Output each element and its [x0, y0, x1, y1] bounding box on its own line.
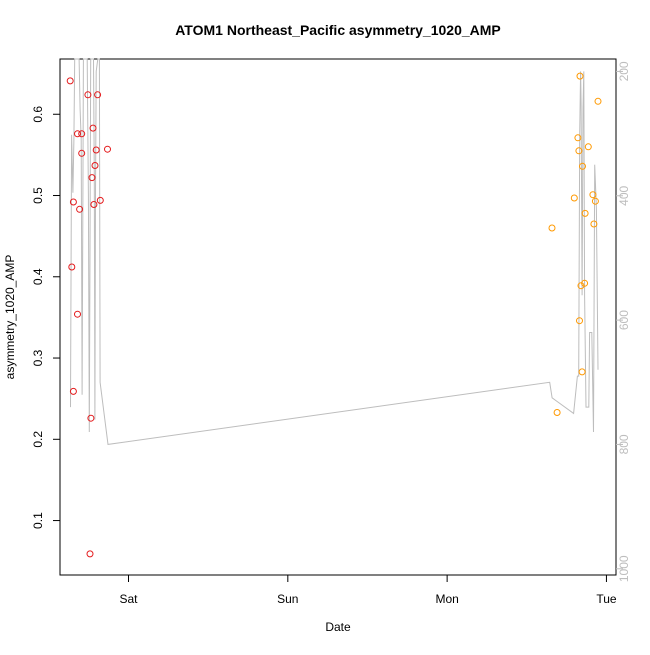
chart-title: ATOM1 Northeast_Pacific asymmetry_1020_A…: [175, 22, 501, 38]
data-point: [89, 124, 97, 132]
y-tick-label: 0.5: [31, 187, 45, 204]
x-tick-label: Sun: [277, 592, 298, 606]
data-point: [69, 198, 77, 206]
y2-tick-label: 800: [617, 434, 631, 454]
data-point: [78, 149, 86, 157]
y-axis-title: asymmetry_1020_AMP: [3, 255, 17, 380]
data-point: [581, 209, 589, 217]
data-point: [594, 97, 602, 105]
data-point: [581, 279, 589, 287]
data-point: [570, 194, 578, 202]
data-point: [576, 317, 583, 325]
data-point: [68, 263, 76, 271]
data-point: [96, 196, 104, 204]
y2-tick-label: 600: [617, 310, 631, 330]
x-axis-title: Date: [325, 620, 351, 634]
data-point: [90, 201, 98, 208]
data-point: [576, 72, 584, 80]
y-axis: 0.1 0.2 0.3 0.4 0.5 0.6: [31, 106, 60, 529]
data-point: [589, 191, 597, 199]
data-point: [94, 91, 102, 99]
data-point: [84, 91, 92, 99]
data-point: [584, 143, 592, 151]
data-point: [578, 368, 586, 376]
points-layer: [66, 72, 602, 558]
y-tick-label: 0.4: [31, 268, 45, 285]
x-tick-label: Tue: [596, 592, 617, 606]
y-tick-label: 0.3: [31, 349, 45, 366]
data-point: [76, 205, 84, 213]
x-tick-label: Mon: [435, 592, 458, 606]
data-point: [87, 414, 95, 422]
data-point: [66, 77, 74, 85]
line-layer: [70, 58, 599, 445]
data-point: [548, 224, 556, 232]
data-point: [91, 162, 99, 169]
data-point: [74, 310, 81, 318]
data-point: [69, 387, 77, 395]
plot-box: [59, 58, 617, 576]
y-tick-label: 0.6: [31, 106, 45, 123]
data-point: [86, 550, 94, 558]
data-point: [579, 162, 586, 170]
y2-tick-label: 1000: [617, 555, 631, 582]
data-point: [92, 146, 100, 154]
data-point: [590, 220, 598, 228]
data-point: [574, 134, 582, 142]
data-point: [591, 197, 599, 205]
data-point: [577, 282, 585, 290]
y2-axis: 200 400 600 800 1000: [616, 61, 631, 582]
data-point: [104, 145, 111, 153]
x-tick-label: Sat: [119, 592, 138, 606]
x-axis: Sat Sun Mon Tue: [119, 575, 617, 606]
y-tick-label: 0.1: [31, 512, 45, 529]
y2-tick-label: 400: [617, 185, 631, 205]
y2-tick-label: 200: [617, 61, 631, 81]
series-line: [70, 58, 599, 445]
data-point: [88, 174, 96, 182]
data-point: [575, 147, 583, 155]
data-point: [74, 130, 81, 138]
data-point: [553, 409, 561, 416]
data-point: [78, 130, 86, 138]
y-tick-label: 0.2: [31, 431, 45, 448]
